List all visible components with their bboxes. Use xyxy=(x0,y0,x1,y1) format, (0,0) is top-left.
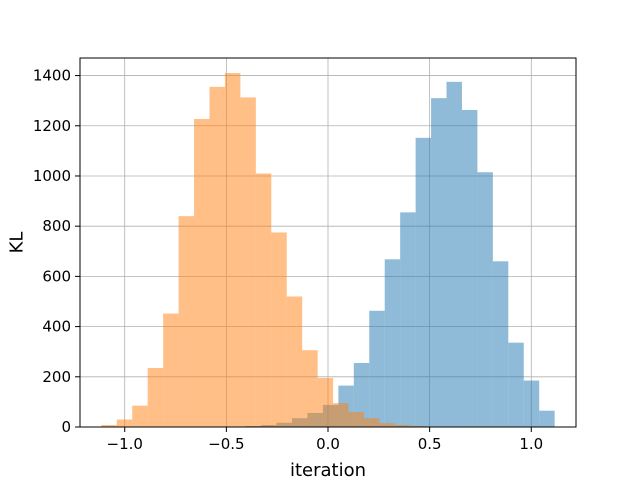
y-tick-label: 400 xyxy=(42,318,71,336)
histogram-bar xyxy=(209,86,225,428)
axis-ticks: −1.0 −0.5 0.0 0.5 1.0 0 200 400 600 800 1000 1200 14… xyxy=(33,67,543,453)
x-tick-label: 0.0 xyxy=(316,435,340,453)
x-axis-label: iteration xyxy=(290,460,366,480)
histogram-bar xyxy=(369,310,385,427)
histogram-bar xyxy=(348,411,364,427)
x-tick-label: 0.5 xyxy=(418,435,442,453)
histogram-bar xyxy=(400,212,416,427)
histogram-series-1 xyxy=(245,81,555,428)
x-tick-label: −1.0 xyxy=(107,435,143,453)
histogram-bar xyxy=(116,419,133,427)
histogram-bar xyxy=(431,98,447,427)
histogram-bar xyxy=(101,424,117,427)
histogram-bar xyxy=(363,418,380,427)
histogram-bars xyxy=(101,73,555,428)
histogram-bar xyxy=(353,362,370,427)
histogram-bar xyxy=(302,350,318,427)
y-axis-label: KL xyxy=(6,232,27,254)
histogram-bar xyxy=(224,73,241,428)
histogram-bar xyxy=(523,380,540,427)
histogram-bar xyxy=(492,261,509,427)
histogram-bar xyxy=(415,137,432,427)
x-tick-label: −0.5 xyxy=(208,435,244,453)
y-tick-label: 1000 xyxy=(33,167,71,185)
histogram-bar xyxy=(178,216,195,427)
histogram-bar xyxy=(508,342,524,427)
histogram-bar xyxy=(477,172,493,427)
histogram-bar xyxy=(194,118,210,427)
histogram-bar xyxy=(539,410,555,427)
histogram-bar xyxy=(163,313,179,427)
histogram-bar xyxy=(240,97,256,427)
y-tick-label: 1200 xyxy=(33,117,71,135)
y-tick-label: 0 xyxy=(61,418,71,436)
histogram-bar xyxy=(446,81,462,428)
y-tick-label: 1400 xyxy=(33,67,71,85)
x-tick-label: 1.0 xyxy=(519,435,543,453)
histogram-bar xyxy=(255,173,272,427)
y-tick-label: 200 xyxy=(42,368,71,386)
histogram-bar xyxy=(384,259,401,427)
histogram-bar xyxy=(461,109,478,427)
histogram-bar xyxy=(410,425,426,427)
histogram-bar xyxy=(317,378,334,427)
histogram-bar xyxy=(271,232,287,427)
y-tick-label: 800 xyxy=(42,217,71,235)
histogram-bar xyxy=(147,368,164,427)
histogram-series-2 xyxy=(101,73,426,428)
histogram-bar xyxy=(379,423,395,427)
histogram-bar xyxy=(333,403,349,427)
histogram-bar xyxy=(132,405,148,427)
histogram-bar xyxy=(394,424,411,427)
y-tick-label: 600 xyxy=(42,267,71,285)
histogram-bar xyxy=(286,296,303,427)
